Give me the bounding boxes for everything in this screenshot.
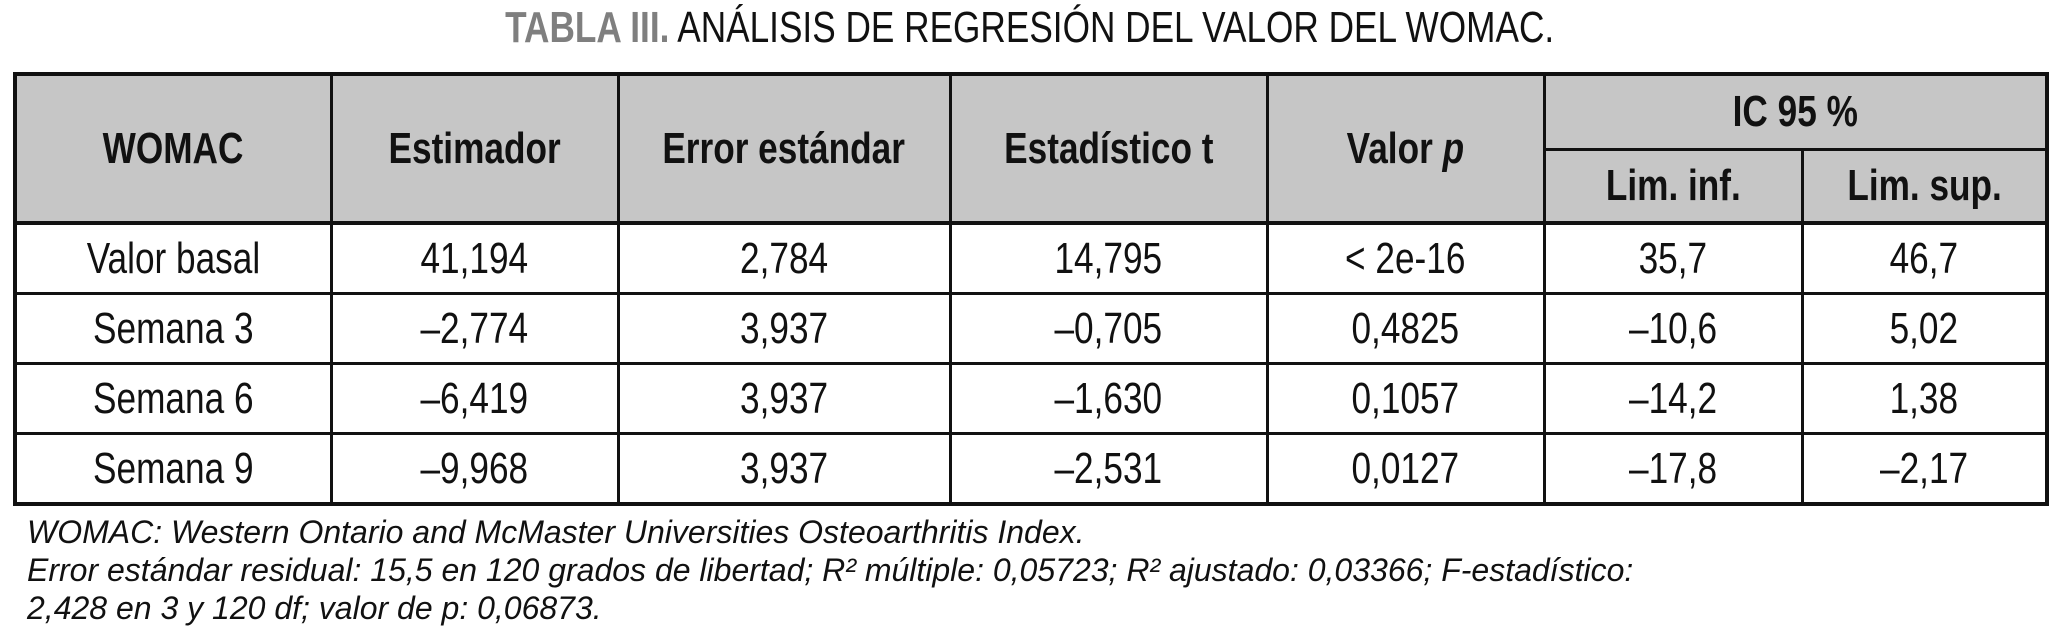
- cell-estadistico-t: –0,705: [948, 292, 1269, 365]
- cell-estimador: 41,194: [329, 221, 620, 295]
- cell-error-estandar: 3,937: [616, 362, 952, 435]
- cell-text: 3,937: [739, 303, 829, 353]
- cell-text: –6,419: [420, 373, 529, 423]
- cell-error-estandar: 3,937: [616, 292, 952, 365]
- cell-text: 41,194: [420, 233, 529, 283]
- table-row-semana-6: Semana 6 –6,419 3,937 –1,630 0,1057 –14,…: [13, 362, 2049, 435]
- table-title-text: ANÁLISIS DE REGRESIÓN DEL VALOR DEL WOMA…: [677, 3, 1555, 52]
- cell-text: –1,630: [1054, 373, 1163, 423]
- cell-text: 0,0127: [1351, 443, 1460, 493]
- cell-estadistico-t: 14,795: [948, 221, 1269, 295]
- regression-table: WOMAC Estimador Error estándar Estadísti…: [13, 72, 2050, 506]
- col-header-valor-p: Valor p: [1265, 72, 1546, 225]
- cell-valor-p: 0,4825: [1265, 292, 1546, 365]
- col-header-lim-sup-text: Lim. sup.: [1847, 161, 2002, 210]
- table-row-valor-basal: Valor basal 41,194 2,784 14,795 < 2e-16 …: [13, 221, 2049, 295]
- col-header-estimador: Estimador: [329, 72, 620, 225]
- cell-valor-p: < 2e-16: [1265, 221, 1546, 295]
- cell-text: Valor basal: [86, 233, 261, 283]
- col-header-error-estandar-text: Error estándar: [662, 123, 906, 173]
- cell-text: 0,1057: [1351, 373, 1460, 423]
- cell-estimador: –2,774: [329, 292, 620, 365]
- footnote-line-3: 2,428 en 3 y 120 df; valor de p: 0,06873…: [27, 590, 602, 626]
- col-header-lim-inf-text: Lim. inf.: [1605, 161, 1741, 210]
- cell-text: < 2e-16: [1345, 233, 1466, 283]
- cell-lim-inf: –14,2: [1542, 362, 1804, 435]
- cell-text: 35,7: [1638, 233, 1708, 283]
- cell-lim-inf: –17,8: [1542, 432, 1804, 506]
- cell-text: 46,7: [1890, 233, 1959, 283]
- footnote-line-2: Error estándar residual: 15,5 en 120 gra…: [27, 552, 1634, 588]
- cell-text: 2,784: [739, 233, 829, 283]
- cell-womac: Valor basal: [13, 221, 333, 295]
- header-row-2: Lim. inf. Lim. sup.: [15, 148, 2049, 225]
- cell-error-estandar: 2,784: [616, 221, 952, 295]
- col-header-womac-text: WOMAC: [102, 123, 244, 173]
- cell-lim-sup: 5,02: [1800, 292, 2049, 365]
- cell-estadistico-t: –1,630: [948, 362, 1269, 435]
- col-header-valor-p-text: Valor p: [1347, 124, 1464, 174]
- cell-lim-sup: 46,7: [1800, 221, 2049, 295]
- cell-text: 14,795: [1054, 233, 1163, 283]
- cell-text: –2,774: [420, 303, 529, 353]
- cell-text: 0,4825: [1351, 303, 1460, 353]
- cell-lim-sup: –2,17: [1800, 432, 2049, 506]
- table-footnotes: WOMAC: Western Ontario and McMaster Univ…: [27, 513, 1633, 627]
- cell-valor-p: 0,1057: [1265, 362, 1546, 435]
- cell-lim-inf: 35,7: [1542, 221, 1804, 295]
- cell-text: 3,937: [739, 443, 829, 493]
- valor-label: Valor: [1346, 123, 1433, 173]
- col-header-estimador-text: Estimador: [388, 123, 561, 173]
- table-title-label: TABLA III.: [504, 3, 670, 52]
- footnote-line-1: WOMAC: Western Ontario and McMaster Univ…: [27, 514, 1085, 550]
- cell-estimador: –9,968: [329, 432, 620, 506]
- cell-error-estandar: 3,937: [616, 432, 952, 506]
- table-title: TABLA III. ANÁLISIS DE REGRESIÓN DEL VAL…: [0, 2, 2059, 54]
- cell-womac: Semana 6: [13, 362, 333, 435]
- cell-text: 3,937: [739, 373, 829, 423]
- table-body: Valor basal 41,194 2,784 14,795 < 2e-16 …: [13, 221, 2049, 506]
- p-symbol: p: [1442, 123, 1465, 173]
- cell-valor-p: 0,0127: [1265, 432, 1546, 506]
- table-row-semana-9: Semana 9 –9,968 3,937 –2,531 0,0127 –17,…: [13, 432, 2049, 506]
- col-header-lim-inf: Lim. inf.: [1542, 148, 1804, 225]
- cell-text: Semana 6: [93, 373, 254, 423]
- col-header-ic95-text: IC 95 %: [1732, 87, 1858, 136]
- header-row-1: WOMAC Estimador Error estándar Estadísti…: [13, 72, 2049, 225]
- cell-text: –9,968: [420, 443, 529, 493]
- cell-womac: Semana 9: [13, 432, 333, 506]
- table-row-semana-3: Semana 3 –2,774 3,937 –0,705 0,4825 –10,…: [13, 292, 2049, 365]
- cell-lim-inf: –10,6: [1542, 292, 1804, 365]
- cell-text: 1,38: [1890, 373, 1959, 423]
- cell-text: –2,531: [1054, 443, 1163, 493]
- col-header-estadistico-t: Estadístico t: [948, 72, 1269, 225]
- cell-text: –14,2: [1628, 373, 1718, 423]
- cell-lim-sup: 1,38: [1800, 362, 2049, 435]
- cell-estimador: –6,419: [329, 362, 620, 435]
- cell-text: –0,705: [1054, 303, 1163, 353]
- col-header-estadistico-t-text: Estadístico t: [1003, 123, 1214, 173]
- cell-text: Semana 9: [93, 443, 254, 493]
- col-header-womac: WOMAC: [13, 72, 333, 225]
- cell-text: –2,17: [1880, 443, 1969, 493]
- table-header: WOMAC Estimador Error estándar Estadísti…: [13, 72, 2049, 225]
- col-header-error-estandar: Error estándar: [616, 72, 952, 225]
- col-header-lim-sup: Lim. sup.: [1800, 148, 2049, 225]
- cell-text: –17,8: [1628, 443, 1718, 493]
- cell-text: –10,6: [1628, 303, 1718, 353]
- cell-womac: Semana 3: [13, 292, 333, 365]
- cell-text: Semana 3: [93, 303, 254, 353]
- cell-estadistico-t: –2,531: [948, 432, 1269, 506]
- col-header-ic95: IC 95 %: [1542, 72, 2049, 151]
- table-title-line: TABLA III. ANÁLISIS DE REGRESIÓN DEL VAL…: [505, 2, 1554, 54]
- cell-text: 5,02: [1890, 303, 1959, 353]
